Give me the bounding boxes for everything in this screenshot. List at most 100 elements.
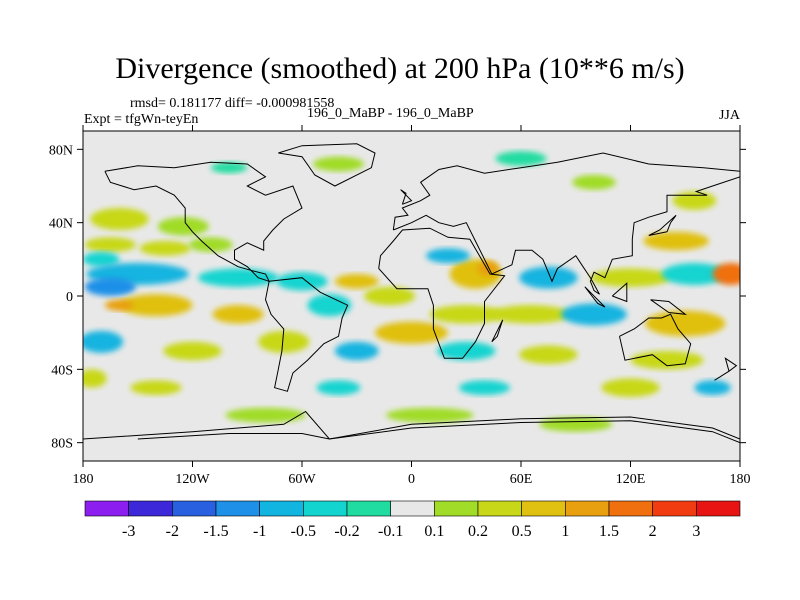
y-tick-label-3: 40S <box>51 363 73 378</box>
field-anomaly-18 <box>119 294 193 317</box>
coastline-12 <box>650 299 688 315</box>
colorbar-swatch-10 <box>521 500 566 517</box>
diff-value: diff= -0.000981558 <box>224 96 335 111</box>
field-anomaly-45 <box>572 175 616 190</box>
field-anomaly-36 <box>316 380 361 395</box>
field-layer <box>83 151 740 432</box>
coastline-0 <box>104 161 303 283</box>
colorbar-label-9: 0.5 <box>512 523 532 540</box>
coastline-6 <box>83 410 740 440</box>
field-anomaly-39 <box>694 380 731 395</box>
y-tick-label-1: 40N <box>49 217 73 232</box>
field-anomaly-30 <box>334 341 379 361</box>
coastline-9 <box>648 214 677 236</box>
colorbar-swatch-11 <box>565 500 610 517</box>
colorbar-label-8: 0.2 <box>468 523 488 540</box>
y-tick-label-4: 80S <box>51 437 73 452</box>
field-anomaly-40 <box>225 407 306 423</box>
field-anomaly-34 <box>83 369 107 388</box>
colorbar-swatch-14 <box>696 500 741 517</box>
field-anomaly-13 <box>477 261 500 276</box>
field-anomaly-28 <box>163 341 222 361</box>
coastline-4 <box>619 313 692 367</box>
stats-line: rmsd= 0.181177 diff= -0.000981558 <box>130 96 334 112</box>
field-anomaly-47 <box>672 191 717 210</box>
colorbar-label-1: -2 <box>166 523 179 540</box>
colorbar-label-4: -0.5 <box>291 523 316 540</box>
field-anomaly-16 <box>661 263 728 285</box>
coastline-11 <box>611 282 628 303</box>
field-anomaly-29 <box>258 330 310 353</box>
colorbar-swatch-3 <box>215 500 260 517</box>
field-anomaly-24 <box>489 305 571 324</box>
y-tick-label-0: 80N <box>49 143 73 158</box>
coastline-1 <box>264 277 349 392</box>
plot-title: Divergence (smoothed) at 200 hPa (10**6 … <box>115 52 685 85</box>
colorbar-swatch-2 <box>172 500 217 517</box>
x-tick-label-3: 0 <box>408 472 415 487</box>
field-anomaly-35 <box>130 380 182 395</box>
coastline-5 <box>278 143 376 187</box>
colorbar-label-2: -1.5 <box>203 523 228 540</box>
field-anomaly-5 <box>188 237 233 253</box>
case-label: 196_0_MaBP - 196_0_MaBP <box>307 106 474 121</box>
x-tick-label-6: 180 <box>730 472 751 487</box>
field-anomaly-1 <box>157 217 209 236</box>
field-anomaly-41 <box>385 407 474 423</box>
field-anomaly-0 <box>90 208 149 230</box>
field-anomaly-20 <box>212 305 264 324</box>
coastline-7 <box>491 319 504 343</box>
colorbar-swatch-0 <box>84 500 129 517</box>
field-anomaly-9 <box>276 272 328 291</box>
coastline-layer <box>83 143 740 444</box>
x-tick-label-1: 120W <box>175 472 210 487</box>
colorbar-label-6: -0.1 <box>378 523 403 540</box>
field-anomaly-19 <box>104 299 135 311</box>
colorbar-label-5: -0.2 <box>334 523 359 540</box>
x-tick-label-2: 60W <box>288 472 316 487</box>
field-anomaly-27 <box>83 330 124 353</box>
field-anomaly-48 <box>643 231 709 251</box>
rmsd-value: rmsd= 0.181177 <box>130 96 222 111</box>
colorbar-swatch-1 <box>128 500 173 517</box>
field-anomaly-46 <box>210 162 248 174</box>
field-anomaly-37 <box>458 380 511 395</box>
colorbar-swatch-5 <box>303 500 348 517</box>
x-tick-label-0: 180 <box>73 472 94 487</box>
colorbar-swatch-13 <box>652 500 697 517</box>
field-anomaly-49 <box>426 248 470 263</box>
field-anomaly-11 <box>364 286 416 306</box>
axis-ticks: 180 120W 60W 0 60E 120E 180 80N 40N 0 40S 80S <box>49 125 751 487</box>
field-anomaly-4 <box>139 241 191 256</box>
field-anomaly-33 <box>630 351 704 370</box>
colorbar-swatch-4 <box>259 500 304 517</box>
field-anomaly-7 <box>84 277 136 297</box>
coastline-14 <box>714 357 738 381</box>
colorbar-label-10: 1 <box>561 523 569 540</box>
colorbar-label-7: 0.1 <box>424 523 444 540</box>
field-anomaly-17 <box>712 263 740 285</box>
colorbar-label-3: -1 <box>253 523 266 540</box>
experiment-label: Expt = tfgWn-teyEn <box>84 112 199 127</box>
field-anomaly-3 <box>83 252 120 267</box>
field-anomaly-42 <box>539 417 613 432</box>
colorbar-label-0: -3 <box>122 523 135 540</box>
field-anomaly-14 <box>519 266 578 289</box>
x-tick-label-5: 120E <box>616 472 646 487</box>
coastline-13 <box>137 420 740 444</box>
field-anomaly-2 <box>84 237 136 253</box>
colorbar-swatch-6 <box>346 500 391 517</box>
colorbar-swatch-7 <box>390 500 435 517</box>
field-anomaly-31 <box>437 341 496 361</box>
season-label: JJA <box>718 108 740 123</box>
field-anomaly-8 <box>197 268 279 287</box>
colorbar: -3 -2 -1.5 -1 -0.5 -0.2 -0.1 0.1 0.2 0.5 1 1.5 2 3 <box>84 500 741 540</box>
field-anomaly-43 <box>312 156 365 172</box>
field-anomaly-26 <box>645 310 726 337</box>
field-anomaly-38 <box>601 378 660 397</box>
colorbar-swatch-12 <box>608 500 653 517</box>
coastline-3 <box>392 152 740 295</box>
field-anomaly-21 <box>307 294 352 317</box>
colorbar-label-11: 1.5 <box>599 523 619 540</box>
